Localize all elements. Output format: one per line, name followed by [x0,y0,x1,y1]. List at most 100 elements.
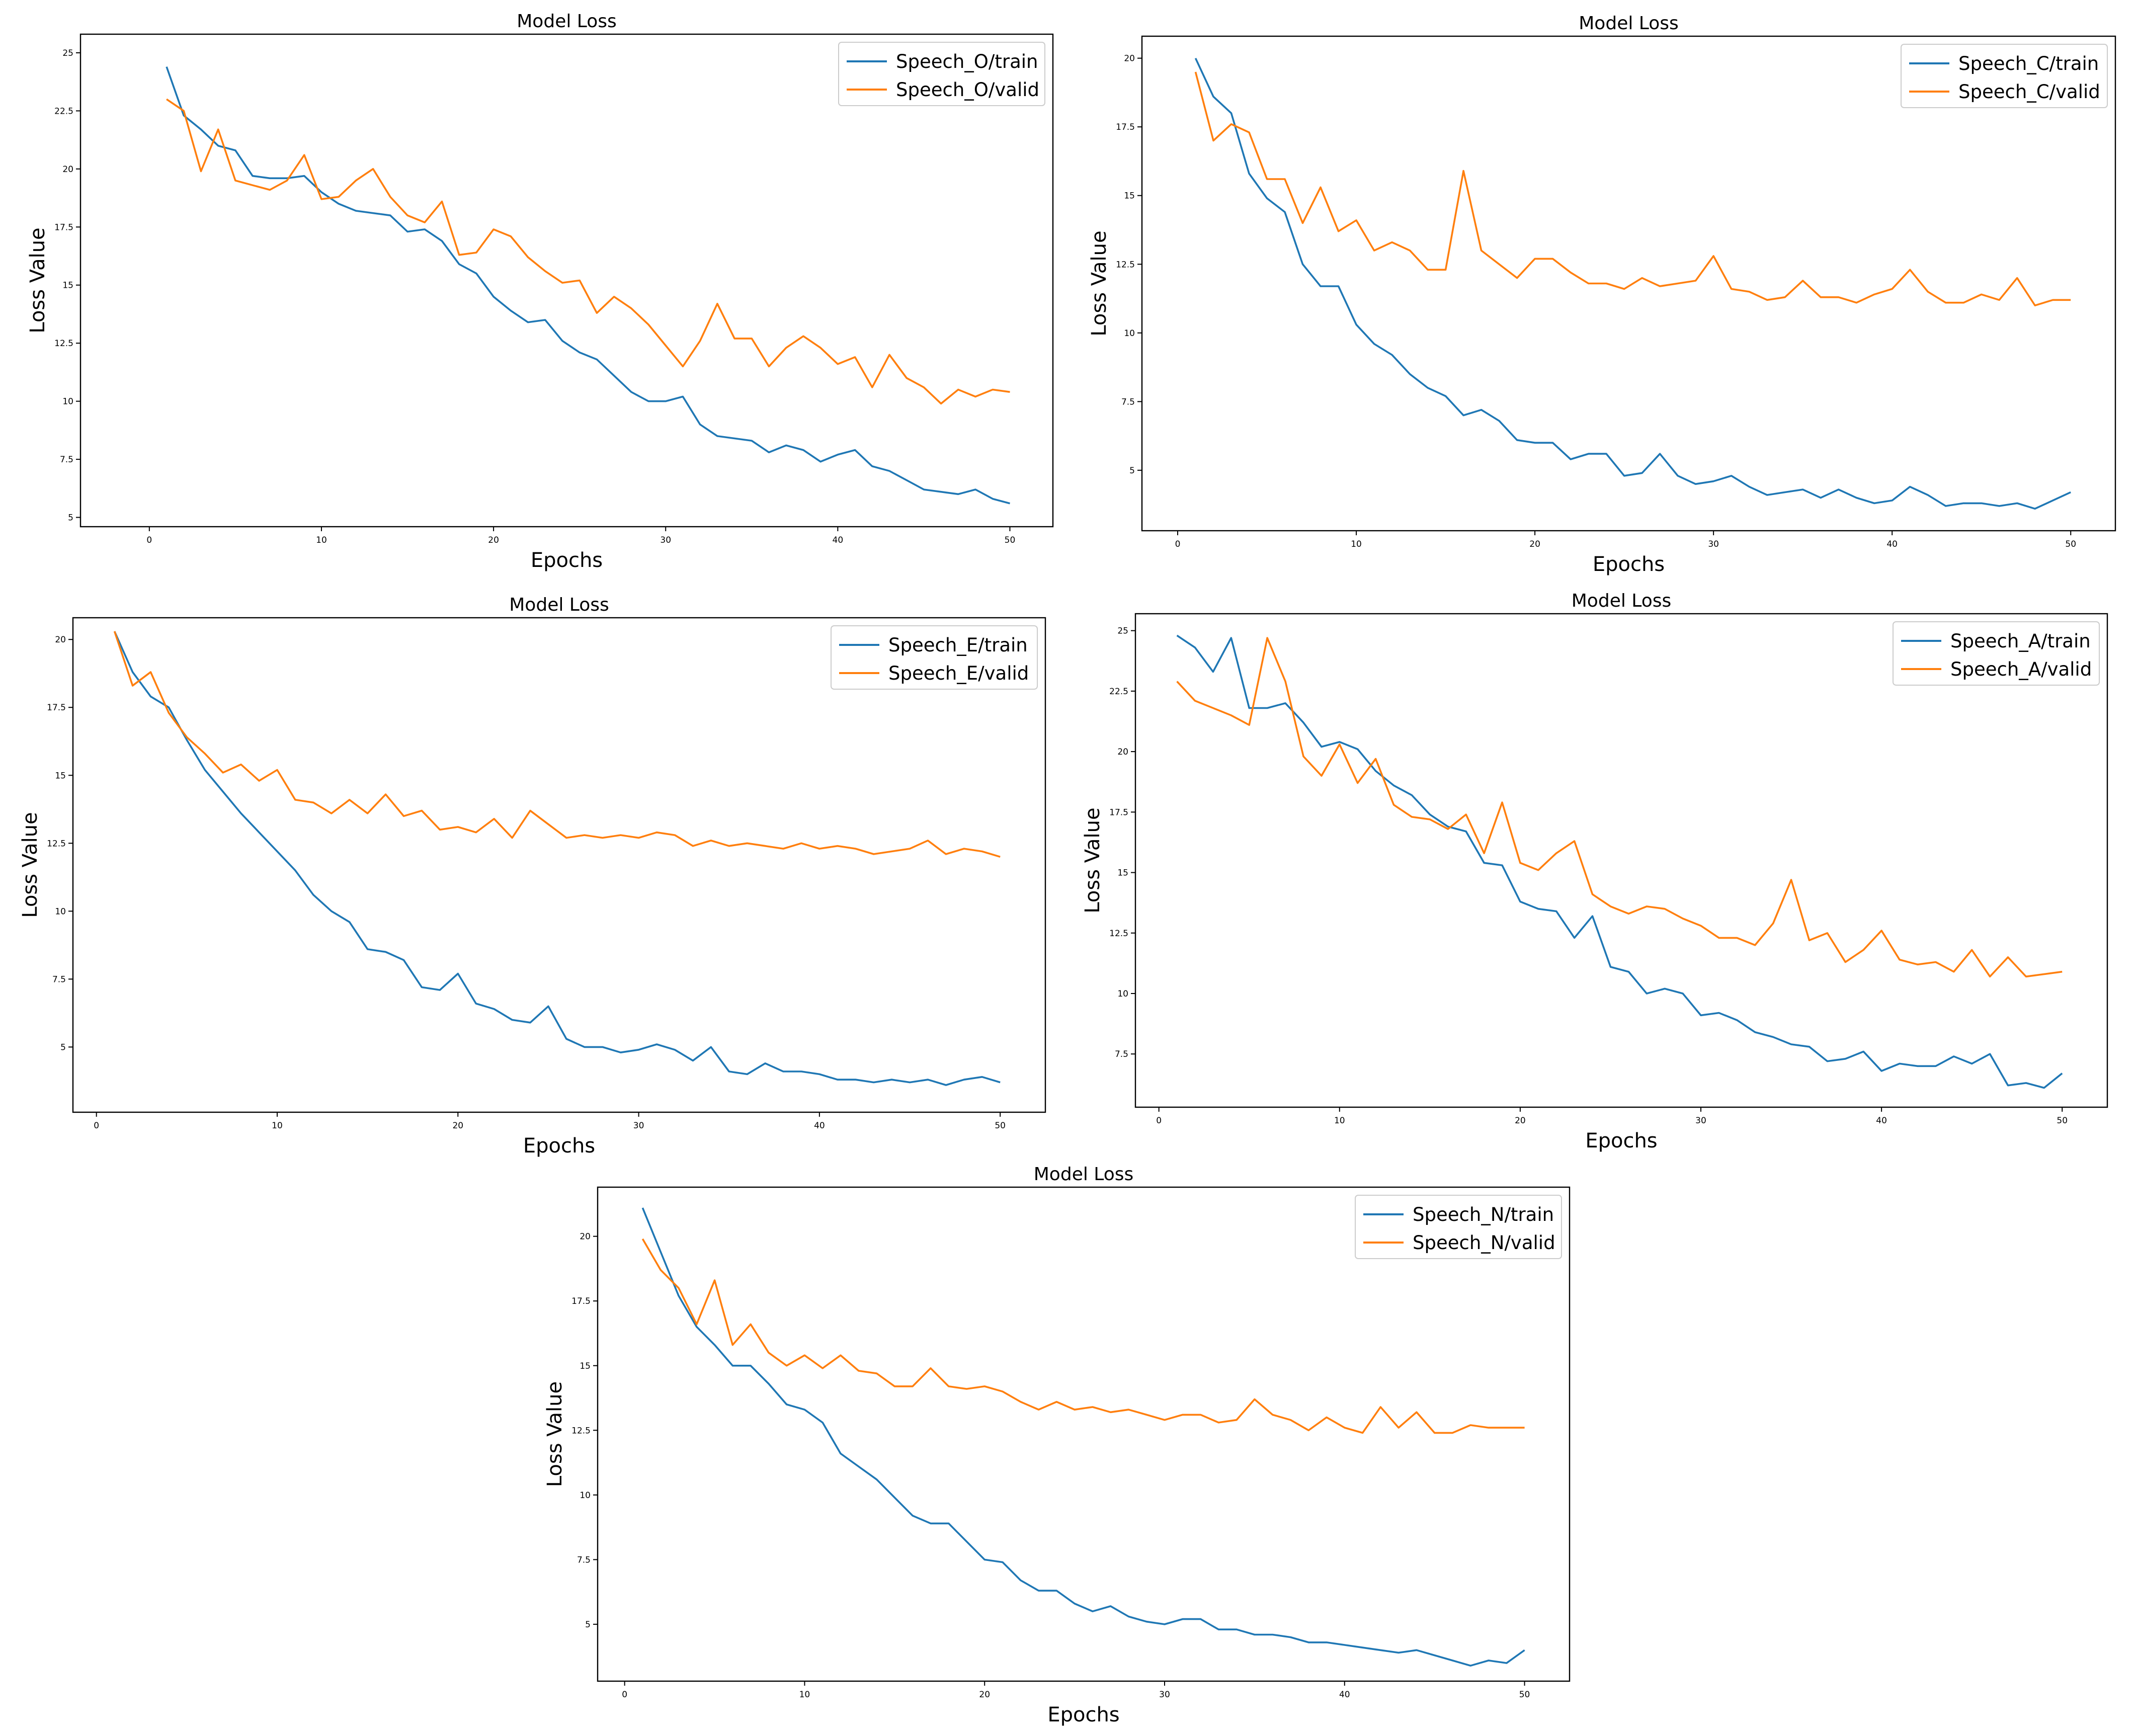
x-axis-label: Epochs [1593,553,1665,576]
x-tick-label: 20 [1515,1116,1526,1126]
x-tick-label: 30 [633,1121,644,1131]
y-tick-label: 12.5 [54,339,73,349]
legend-label-train: Speech_O/train [896,51,1038,72]
x-axis-label: Epochs [1585,1129,1657,1152]
x-axis-label: Epochs [523,1134,595,1158]
y-tick-label: 7.5 [60,455,73,465]
series-line-train [166,66,1010,505]
x-tick-label: 40 [1339,1690,1350,1700]
chart-title: Model Loss [509,595,609,615]
x-tick-label: 20 [488,535,499,545]
y-tick-label: 20 [1124,54,1135,64]
legend: Speech_E/train Speech_E/valid [831,625,1038,690]
legend-label-train: Speech_C/train [1958,53,2099,74]
series-line-valid [166,98,1010,405]
x-tick-label: 50 [2065,539,2076,549]
x-tick-label: 0 [146,535,152,545]
y-tick-label: 17.5 [1109,807,1128,817]
y-tick-label: 17.5 [47,703,66,713]
series-line-train [113,631,1001,1086]
y-tick-label: 5 [60,1042,66,1052]
x-tick-label: 40 [833,535,844,545]
x-tick-label: 0 [1175,539,1181,549]
series-line-valid [113,631,1001,858]
legend-label-valid: Speech_E/valid [888,663,1029,684]
y-tick-label: 20 [1117,747,1128,757]
x-axis-label: Epochs [1047,1703,1119,1726]
x-tick-label: 20 [979,1690,990,1700]
y-tick-label: 7.5 [52,974,66,984]
x-tick-label: 20 [452,1121,463,1131]
y-tick-label: 5 [68,513,73,523]
y-tick-label: 15 [580,1361,591,1371]
series-line-train [1194,57,2071,510]
x-tick-label: 10 [1351,539,1362,549]
y-tick-label: 17.5 [571,1296,591,1306]
legend-label-train: Speech_E/train [888,634,1028,656]
x-tick-label: 0 [94,1121,99,1131]
x-tick-label: 10 [316,535,327,545]
y-axis-label: Loss Value [1081,807,1104,913]
y-tick-label: 12.5 [571,1426,591,1436]
legend-label-valid: Speech_O/valid [896,79,1039,101]
y-tick-label: 5 [585,1620,591,1630]
legend-label-train: Speech_N/train [1413,1204,1554,1225]
x-tick-label: 50 [1005,535,1016,545]
x-tick-label: 40 [1876,1116,1887,1126]
x-tick-label: 10 [799,1690,810,1700]
chart-title: Model Loss [1034,1164,1134,1185]
y-tick-label: 22.5 [54,106,73,116]
x-tick-label: 30 [1159,1690,1170,1700]
y-tick-label: 10 [55,906,66,917]
y-tick-label: 10 [580,1491,591,1501]
x-tick-label: 30 [660,535,671,545]
legend: Speech_N/train Speech_N/valid [1355,1195,1562,1259]
legend-label-train: Speech_A/train [1950,630,2091,652]
x-tick-label: 40 [1886,539,1898,549]
y-axis-label: Loss Value [19,812,42,918]
y-tick-label: 7.5 [1115,1049,1128,1059]
y-tick-label: 10 [1117,989,1128,999]
legend: Speech_O/train Speech_O/valid [838,42,1045,106]
y-tick-label: 15 [62,281,73,291]
y-tick-label: 25 [1117,626,1128,636]
legend-box [838,42,1045,106]
legend-label-valid: Speech_N/valid [1413,1232,1555,1254]
series-line-train [641,1207,1525,1667]
series-line-valid [1194,71,2071,307]
y-tick-label: 12.5 [1116,260,1135,270]
y-axis-label: Loss Value [26,227,49,333]
y-tick-label: 20 [580,1232,591,1242]
chart-panel-4: 0 10 20 30 40 50 7.5 10 12.5 15 17.5 20 22.5 25 Model … [1081,591,2108,1152]
y-tick-label: 12.5 [47,839,66,849]
chart-panel-1: 0 10 20 30 40 50 5 7.5 10 12.5 15 17.5 20 22.5 25 Model… [26,11,1054,572]
y-tick-label: 10 [62,397,73,407]
y-tick-label: 22.5 [1109,687,1128,697]
x-axis-label: Epochs [531,549,603,572]
chart-panel-2: 0 10 20 30 40 50 5 7.5 10 12.5 15 17.5 20 Model Loss E… [1088,13,2116,576]
y-tick-label: 15 [55,771,66,781]
plot-frame [597,1186,1571,1682]
x-tick-label: 30 [1695,1116,1706,1126]
legend-box [1893,621,2100,686]
y-tick-label: 25 [62,48,73,58]
legend-box [1355,1195,1562,1259]
series-line-valid [1176,637,2063,978]
x-tick-label: 50 [2057,1116,2068,1126]
legend-box [831,625,1038,690]
chart-panel-5: 0 10 20 30 40 50 5 7.5 10 12.5 15 17.5 20 Model Loss E… [543,1164,1571,1726]
plot-frame [72,617,1046,1113]
y-axis-label: Loss Value [543,1381,566,1487]
chart-title: Model Loss [1572,591,1672,611]
plot-frame [1141,35,2116,532]
legend-box [1901,44,2108,108]
chart-panel-3: 0 10 20 30 40 50 5 7.5 10 12.5 15 17.5 20 Model Loss E… [19,595,1046,1158]
legend: Speech_C/train Speech_C/valid [1901,44,2108,108]
legend: Speech_A/train Speech_A/valid [1893,621,2100,686]
x-tick-label: 50 [995,1121,1006,1131]
y-tick-label: 7.5 [577,1555,591,1565]
chart-title: Model Loss [517,11,617,32]
legend-label-valid: Speech_A/valid [1950,658,2092,680]
